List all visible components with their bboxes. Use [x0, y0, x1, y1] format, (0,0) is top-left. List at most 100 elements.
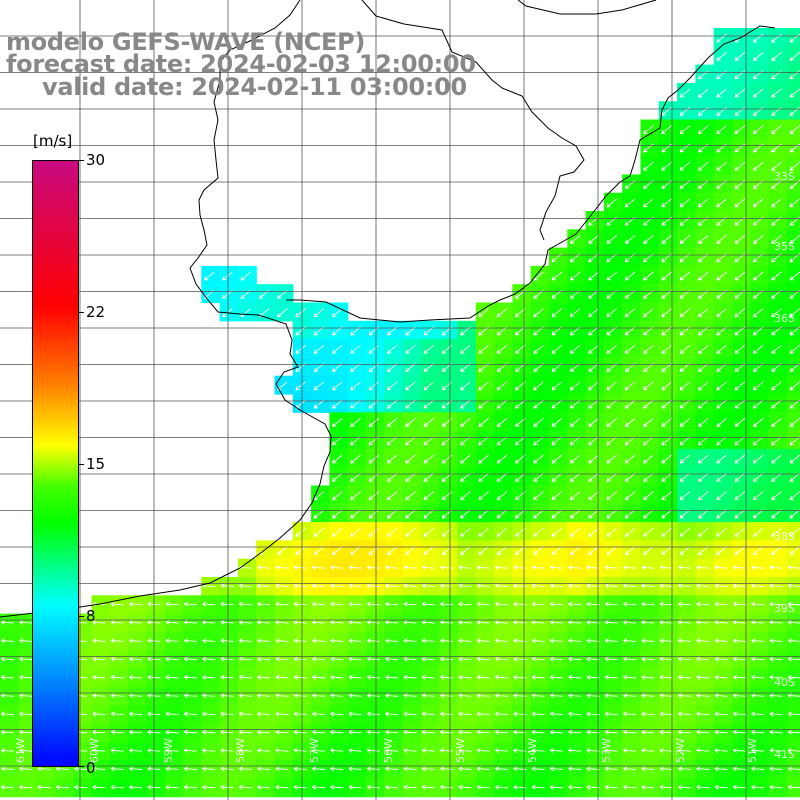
wind-arrow: [771, 308, 782, 318]
wind-arrow: [386, 509, 398, 519]
wind-arrow: [586, 565, 600, 570]
wind-arrow: [202, 766, 216, 772]
wind-cell: [786, 119, 800, 139]
wind-arrow: [588, 344, 599, 354]
wind-arrow: [643, 271, 654, 281]
wind-arrow: [787, 638, 800, 644]
wind-arrow: [385, 674, 399, 680]
wind-arrow: [623, 748, 637, 753]
wind-arrow: [551, 509, 563, 519]
wind-arrow: [732, 638, 746, 644]
wind-arrow: [405, 546, 416, 556]
wind-arrow: [313, 308, 325, 318]
wind-arrow: [551, 381, 563, 391]
wind-arrow: [679, 509, 691, 519]
wind-arrow: [458, 766, 472, 772]
wind-arrow: [732, 784, 746, 790]
wind-cell: [786, 412, 800, 432]
wind-arrow: [257, 565, 271, 570]
wind-arrow: [624, 472, 636, 482]
wind-arrow: [293, 565, 307, 570]
wind-arrow: [643, 235, 654, 244]
wind-cell: [786, 448, 800, 468]
wind-arrow: [458, 619, 472, 625]
wind-arrow: [423, 472, 434, 482]
wind-arrow: [531, 748, 545, 753]
wind-arrow: [624, 454, 636, 464]
wind-arrow: [405, 454, 416, 464]
wind-arrow: [771, 70, 782, 80]
wind-arrow: [533, 454, 544, 464]
wind-arrow: [769, 693, 783, 699]
wind-arrow: [92, 693, 106, 699]
wind-arrow: [752, 381, 764, 391]
wind-arrow: [568, 729, 582, 735]
wind-arrow: [588, 381, 599, 391]
wind-arrow: [220, 638, 234, 644]
wind-arrow: [787, 674, 800, 680]
wind-arrow: [348, 638, 362, 644]
wind-arrow: [641, 748, 655, 753]
wind-arrow: [659, 674, 673, 680]
lat-label: 35S: [774, 240, 795, 253]
wind-arrow: [604, 766, 618, 772]
wind-arrow: [679, 161, 691, 171]
wind-arrow: [366, 711, 380, 717]
wind-arrow: [659, 693, 673, 699]
wind-arrow: [679, 308, 691, 318]
wind-arrow: [476, 766, 490, 772]
wind-vector-field: [0, 33, 800, 790]
wind-arrow: [606, 308, 617, 318]
wind-arrow: [350, 418, 361, 427]
wind-arrow: [787, 711, 800, 717]
wind-arrow: [661, 436, 672, 446]
wind-arrow: [732, 619, 746, 625]
wind-arrow: [313, 381, 325, 391]
wind-arrow: [496, 491, 508, 501]
wind-arrow: [586, 638, 600, 644]
wind-arrow: [606, 399, 617, 409]
wind-cell: [786, 211, 800, 230]
wind-arrow: [495, 711, 509, 717]
wind-arrow: [238, 583, 252, 589]
wind-arrow: [643, 509, 654, 519]
wind-arrow: [165, 619, 179, 625]
wind-arrow: [588, 527, 599, 537]
wind-arrow: [734, 308, 746, 318]
wind-arrow: [714, 711, 728, 717]
wind-arrow: [331, 436, 343, 446]
wind-arrow: [312, 766, 326, 772]
wind-arrow: [623, 583, 637, 589]
wind-arrow: [257, 674, 271, 680]
wind-arrow: [734, 381, 746, 391]
wind-arrow: [697, 509, 709, 519]
wind-arrow: [366, 619, 380, 625]
wind-arrow: [478, 436, 489, 446]
wind-arrow: [604, 711, 618, 717]
wind-arrow: [789, 70, 800, 80]
colorbar-tickmark: [79, 464, 84, 465]
wind-arrow: [641, 693, 655, 699]
wind-arrow: [129, 748, 143, 753]
wind-arrow: [405, 418, 416, 427]
wind-arrow: [752, 88, 764, 98]
wind-arrow: [643, 161, 654, 171]
wind-cell: [786, 723, 800, 743]
wind-arrow: [716, 527, 727, 537]
wind-arrow: [476, 656, 490, 662]
wind-arrow: [458, 638, 472, 644]
wind-arrow: [183, 729, 197, 735]
wind-arrow: [533, 381, 544, 391]
wind-cell: [786, 467, 800, 487]
wind-arrow: [37, 766, 51, 772]
wind-arrow: [312, 601, 326, 607]
wind-arrow: [293, 656, 307, 662]
wind-arrow: [696, 711, 710, 717]
wind-arrow: [641, 565, 655, 570]
wind-arrow: [624, 491, 636, 501]
wind-arrow: [679, 436, 691, 446]
wind-arrow: [586, 583, 600, 589]
wind-arrow: [458, 729, 472, 735]
wind-arrow: [478, 344, 489, 354]
